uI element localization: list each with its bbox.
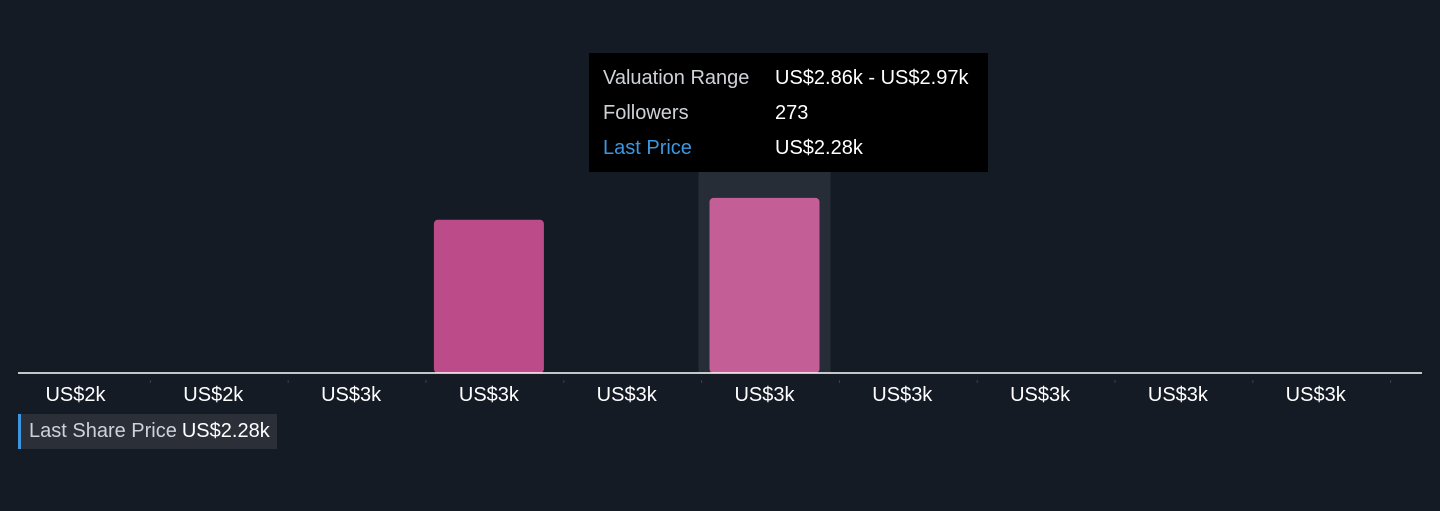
x-tick-label: US$3k — [872, 384, 933, 406]
tooltip-key: Valuation Range — [603, 67, 750, 89]
tooltip-key: Last Price — [603, 137, 692, 159]
chart-tooltip: Valuation Range US$2.86k - US$2.97k Foll… — [589, 53, 988, 172]
tooltip-value: 273 — [775, 102, 809, 124]
bar[interactable] — [433, 219, 544, 373]
x-tick-label: US$3k — [734, 384, 795, 406]
bar[interactable] — [709, 197, 820, 373]
x-tick-label: US$2k — [45, 384, 106, 406]
x-tick-label: US$3k — [321, 384, 382, 406]
tooltip-row-valuation-range: Valuation Range US$2.86k - US$2.97k — [603, 61, 974, 96]
x-tick-label: US$3k — [459, 384, 520, 406]
last-share-price-badge: Last Share Price US$2.28k — [18, 414, 277, 449]
x-tick-label: US$3k — [1010, 384, 1071, 406]
tooltip-row-followers: Followers 273 — [603, 96, 974, 131]
x-tick-label: US$2k — [183, 384, 244, 406]
x-tick-label: US$3k — [1148, 384, 1209, 406]
last-share-price-value: US$2.28k — [181, 420, 270, 442]
x-tick-label: US$3k — [1286, 384, 1347, 406]
x-tick-label: US$3k — [597, 384, 658, 406]
tooltip-row-last-price: Last Price US$2.28k — [603, 131, 974, 166]
tooltip-key: Followers — [603, 102, 689, 124]
tooltip-value: US$2.86k - US$2.97k — [775, 67, 969, 89]
tooltip-value: US$2.28k — [775, 137, 863, 159]
last-share-price-label: Last Share Price — [29, 420, 177, 442]
